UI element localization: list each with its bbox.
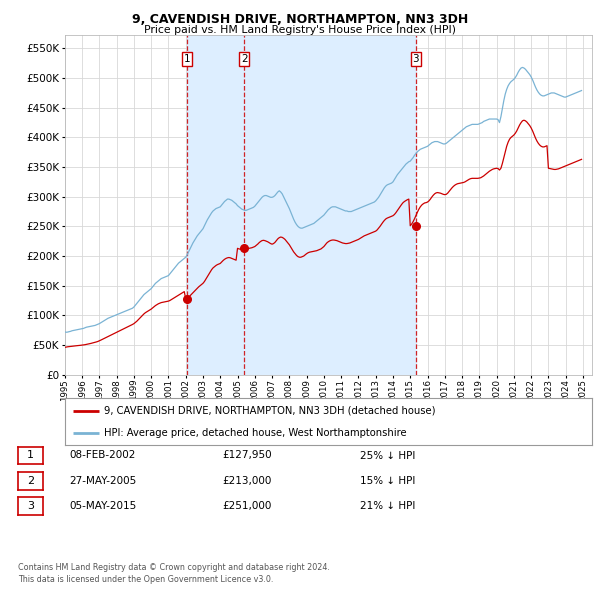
Text: HPI: Average price, detached house, West Northamptonshire: HPI: Average price, detached house, West… xyxy=(104,428,407,438)
Text: 15% ↓ HPI: 15% ↓ HPI xyxy=(360,476,415,486)
Text: £251,000: £251,000 xyxy=(222,502,271,511)
Text: 21% ↓ HPI: 21% ↓ HPI xyxy=(360,502,415,511)
Text: This data is licensed under the Open Government Licence v3.0.: This data is licensed under the Open Gov… xyxy=(18,575,274,584)
Text: 3: 3 xyxy=(413,54,419,64)
Text: £213,000: £213,000 xyxy=(222,476,271,486)
Text: 3: 3 xyxy=(27,502,34,511)
Text: Contains HM Land Registry data © Crown copyright and database right 2024.: Contains HM Land Registry data © Crown c… xyxy=(18,563,330,572)
Text: 9, CAVENDISH DRIVE, NORTHAMPTON, NN3 3DH (detached house): 9, CAVENDISH DRIVE, NORTHAMPTON, NN3 3DH… xyxy=(104,406,436,416)
Bar xyxy=(187,35,244,375)
Text: 2: 2 xyxy=(241,54,247,64)
Text: Price paid vs. HM Land Registry's House Price Index (HPI): Price paid vs. HM Land Registry's House … xyxy=(144,25,456,35)
Text: 08-FEB-2002: 08-FEB-2002 xyxy=(69,451,136,460)
Text: 05-MAY-2015: 05-MAY-2015 xyxy=(69,502,136,511)
Bar xyxy=(244,35,416,375)
Text: £127,950: £127,950 xyxy=(222,451,272,460)
Text: 1: 1 xyxy=(27,451,34,460)
Text: 27-MAY-2005: 27-MAY-2005 xyxy=(69,476,136,486)
Text: 1: 1 xyxy=(184,54,190,64)
Text: 25% ↓ HPI: 25% ↓ HPI xyxy=(360,451,415,460)
Text: 2: 2 xyxy=(27,476,34,486)
Text: 9, CAVENDISH DRIVE, NORTHAMPTON, NN3 3DH: 9, CAVENDISH DRIVE, NORTHAMPTON, NN3 3DH xyxy=(132,13,468,26)
